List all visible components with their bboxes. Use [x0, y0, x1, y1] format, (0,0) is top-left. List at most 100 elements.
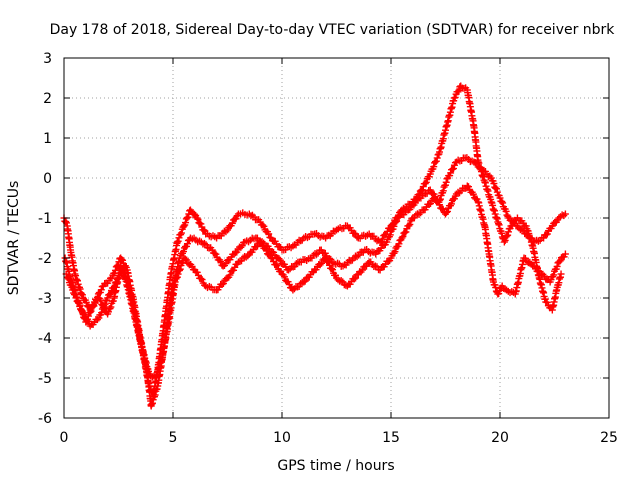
data-marker: [469, 190, 477, 198]
data-marker: [65, 275, 73, 283]
data-marker: [197, 275, 205, 283]
y-tick-label: -3: [38, 291, 52, 307]
data-marker: [318, 259, 326, 267]
data-marker: [493, 185, 501, 193]
data-marker: [442, 178, 450, 186]
data-marker: [226, 271, 234, 279]
data-points: [60, 82, 569, 410]
data-point: [557, 270, 565, 278]
data-marker: [425, 200, 433, 208]
data-marker: [113, 262, 121, 270]
data-marker: [301, 277, 309, 285]
data-marker: [391, 248, 399, 256]
data-marker: [217, 258, 225, 266]
data-marker: [200, 226, 208, 234]
data-marker: [116, 272, 124, 280]
data-marker: [371, 262, 379, 270]
data-marker: [101, 300, 109, 308]
data-marker: [337, 277, 345, 285]
data-marker: [78, 291, 86, 299]
y-tick-label: -6: [38, 411, 52, 427]
data-point: [289, 286, 297, 294]
data-marker: [93, 293, 101, 301]
plot-frame: [63, 57, 610, 419]
data-point: [561, 210, 569, 218]
data-marker: [455, 86, 463, 94]
data-marker: [93, 316, 101, 324]
data-marker: [427, 200, 435, 208]
data-marker: [262, 246, 270, 254]
data-marker: [64, 274, 72, 282]
data-point: [234, 258, 242, 266]
data-marker: [97, 286, 105, 294]
data-marker: [439, 205, 447, 213]
data-point: [561, 250, 569, 258]
data-marker: [173, 273, 181, 281]
x-axis-label: GPS time / hours: [277, 458, 394, 474]
data-marker: [399, 233, 407, 241]
data-marker: [109, 284, 117, 292]
data-point: [555, 258, 563, 266]
data-point: [394, 214, 402, 222]
data-marker: [181, 255, 189, 263]
chart-title: Day 178 of 2018, Sidereal Day-to-day VTE…: [50, 22, 616, 38]
data-point: [285, 266, 293, 274]
data-marker: [183, 256, 191, 264]
y-tick-label: 1: [43, 131, 52, 147]
data-marker: [177, 229, 185, 237]
data-marker: [259, 221, 267, 229]
data-marker: [232, 215, 240, 223]
data-marker: [454, 88, 462, 96]
data-marker: [74, 298, 82, 306]
data-marker: [405, 222, 413, 230]
data-marker: [81, 312, 89, 320]
data-marker: [193, 268, 201, 276]
data-marker: [395, 240, 403, 248]
data-point: [180, 222, 188, 230]
data-marker: [222, 260, 230, 268]
data-marker: [197, 220, 205, 228]
data-marker: [447, 200, 455, 208]
x-tick-label: 5: [169, 430, 178, 446]
data-marker: [352, 230, 360, 238]
x-tick-label: 15: [382, 430, 400, 446]
data-marker: [350, 275, 358, 283]
data-marker: [114, 261, 122, 269]
data-marker: [184, 213, 192, 221]
data-point: [398, 234, 406, 242]
data-point: [173, 238, 181, 246]
y-tick-label: 0: [43, 171, 52, 187]
data-point: [500, 238, 508, 246]
data-marker: [439, 187, 447, 195]
data-marker: [110, 282, 118, 290]
data-marker: [325, 258, 333, 266]
y-tick-label: -1: [38, 211, 52, 227]
data-marker: [219, 280, 227, 288]
data-marker: [233, 248, 241, 256]
data-marker: [228, 219, 236, 227]
data-marker: [265, 230, 273, 238]
data-marker: [490, 180, 498, 188]
data-marker: [285, 280, 293, 288]
data-marker: [553, 262, 561, 270]
data-marker: [238, 242, 246, 250]
data-marker: [280, 273, 288, 281]
data-marker: [353, 233, 361, 241]
data-marker: [499, 199, 507, 207]
y-tick-label: -4: [38, 331, 52, 347]
data-marker: [190, 210, 198, 218]
data-marker: [182, 219, 190, 227]
data-marker: [174, 237, 182, 245]
data-marker: [218, 280, 226, 288]
data-marker: [86, 308, 94, 316]
data-marker: [177, 230, 185, 238]
data-marker: [313, 250, 321, 258]
data-marker: [312, 266, 320, 274]
data-marker: [200, 239, 208, 247]
data-marker: [473, 160, 481, 168]
data-marker: [418, 186, 426, 194]
y-tick-label: 3: [43, 51, 52, 67]
data-marker: [504, 212, 512, 220]
data-marker: [87, 307, 95, 315]
